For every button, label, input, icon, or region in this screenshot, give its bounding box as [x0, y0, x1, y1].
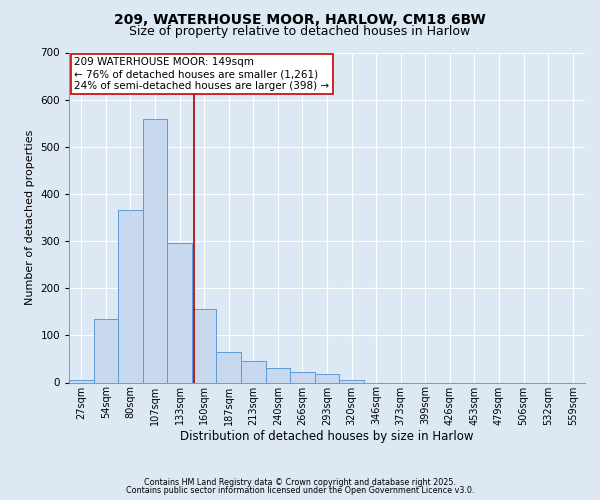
Bar [315, 374, 339, 382]
Bar [217, 352, 241, 382]
Bar [118, 210, 143, 382]
Bar [192, 310, 217, 382]
Text: 209 WATERHOUSE MOOR: 149sqm
← 76% of detached houses are smaller (1,261)
24% of : 209 WATERHOUSE MOOR: 149sqm ← 76% of det… [74, 58, 329, 90]
Y-axis label: Number of detached properties: Number of detached properties [25, 130, 35, 305]
Text: Contains public sector information licensed under the Open Government Licence v3: Contains public sector information licen… [126, 486, 474, 495]
Bar [167, 244, 192, 382]
Bar [241, 362, 266, 382]
Bar [290, 372, 315, 382]
Text: 209, WATERHOUSE MOOR, HARLOW, CM18 6BW: 209, WATERHOUSE MOOR, HARLOW, CM18 6BW [114, 12, 486, 26]
Text: Size of property relative to detached houses in Harlow: Size of property relative to detached ho… [130, 25, 470, 38]
Bar [143, 118, 167, 382]
Bar [266, 368, 290, 382]
Text: Contains HM Land Registry data © Crown copyright and database right 2025.: Contains HM Land Registry data © Crown c… [144, 478, 456, 487]
Bar [94, 319, 118, 382]
X-axis label: Distribution of detached houses by size in Harlow: Distribution of detached houses by size … [180, 430, 474, 443]
Bar [69, 380, 94, 382]
Bar [339, 380, 364, 382]
